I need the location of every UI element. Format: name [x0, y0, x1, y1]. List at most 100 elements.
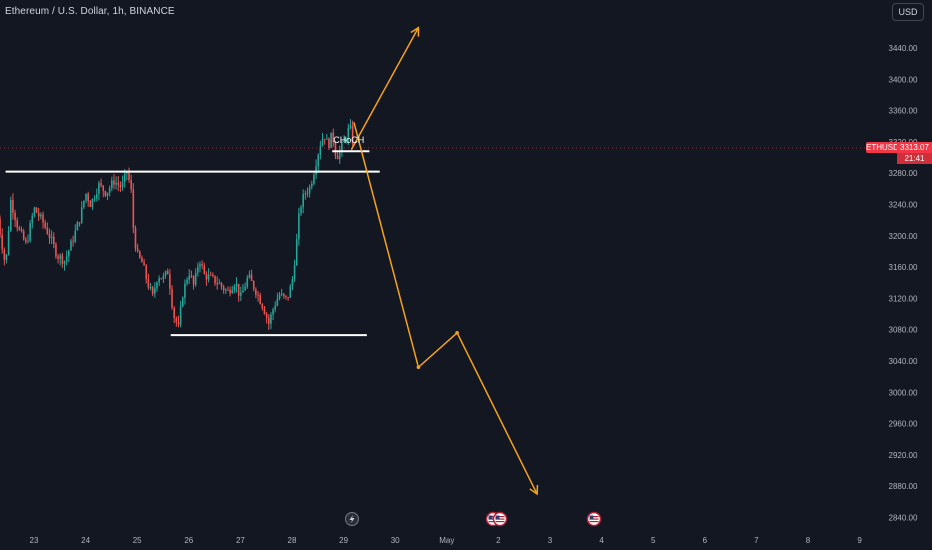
candle-body — [9, 200, 12, 231]
candle-body — [52, 236, 55, 245]
y-tick-label: 3080.00 — [889, 326, 918, 335]
candle-body — [128, 172, 130, 181]
candle-body — [179, 306, 182, 325]
candle-body — [70, 240, 72, 251]
candle-body — [141, 257, 143, 263]
candle-body — [276, 298, 279, 306]
candle-body — [237, 283, 240, 296]
candle-body — [136, 248, 139, 252]
candle-body — [134, 228, 137, 249]
candle-body — [280, 293, 283, 295]
y-tick-label: 3280.00 — [889, 169, 918, 178]
candle-body — [175, 317, 178, 323]
x-axis[interactable]: 23 24 25 26 27 28 29 30 May 2 3 4 5 6 7 8 9 — [30, 536, 863, 545]
y-axis[interactable]: 3440.003400.003360.003320.003280.003240.… — [889, 44, 918, 523]
candle-body — [123, 173, 126, 182]
x-tick-label: May — [439, 536, 454, 545]
arrow-head — [529, 485, 539, 496]
candle-body — [59, 255, 62, 259]
candle-body — [181, 297, 184, 307]
us-flag-icon[interactable] — [492, 511, 508, 527]
projections-layer[interactable] — [350, 26, 539, 496]
candle-body — [190, 275, 193, 277]
candle-body — [147, 278, 150, 288]
symbol-title[interactable]: Ethereum / U.S. Dollar, 1h, BINANCE — [5, 6, 175, 17]
y-tick-label: 2920.00 — [889, 451, 918, 460]
candle-body — [201, 264, 203, 266]
y-tick-label: 3400.00 — [889, 75, 918, 84]
y-tick-label: 2960.00 — [889, 420, 918, 429]
candle-body — [328, 138, 330, 148]
candle-body — [115, 182, 117, 185]
candle-body — [244, 286, 246, 291]
candle-body — [248, 274, 251, 278]
candle-body — [130, 180, 132, 190]
candle-body — [104, 191, 107, 196]
lightning-icon[interactable] — [345, 512, 359, 526]
x-tick-label: 9 — [857, 536, 862, 545]
candle-body — [304, 193, 307, 195]
currency-button[interactable]: USD — [892, 3, 924, 21]
candle-body — [76, 222, 79, 231]
candle-body — [138, 251, 141, 258]
candle-body — [263, 308, 266, 315]
candle-body — [347, 127, 350, 140]
y-tick-label: 3120.00 — [889, 294, 918, 303]
candle-body — [166, 271, 169, 275]
candle-body — [46, 227, 49, 234]
candle-body — [89, 201, 92, 207]
projection-vertex — [416, 365, 421, 370]
candle-body — [317, 154, 320, 167]
candle-body — [63, 261, 66, 264]
candle-body — [20, 229, 23, 232]
candle-body — [3, 249, 6, 260]
y-tick-label: 2880.00 — [889, 482, 918, 491]
candle-body — [291, 279, 294, 287]
candle-body — [313, 174, 315, 184]
us-flag-icon[interactable] — [586, 511, 602, 527]
candle-body — [16, 220, 19, 228]
candle-body — [0, 218, 1, 235]
candle-body — [259, 295, 261, 304]
candle-body — [306, 193, 309, 195]
candle-body — [126, 172, 128, 174]
candle-body — [336, 155, 339, 160]
bearish-projection-arrow[interactable] — [353, 122, 538, 495]
y-tick-label: 3160.00 — [889, 263, 918, 272]
candle-body — [25, 239, 27, 242]
candle-body — [171, 288, 173, 308]
candle-body — [224, 289, 227, 291]
candle-body — [121, 181, 124, 188]
candle-body — [145, 265, 148, 279]
x-tick-label: 28 — [288, 536, 297, 545]
candle-body — [72, 240, 74, 242]
candle-body — [194, 272, 197, 285]
candle-body — [156, 282, 158, 289]
candle-body — [231, 290, 234, 294]
candle-body — [302, 194, 304, 208]
x-tick-label: 8 — [806, 536, 811, 545]
candle-body — [55, 244, 57, 257]
candle-body — [265, 314, 268, 318]
candle-body — [349, 125, 352, 128]
candle-body — [274, 305, 277, 310]
candle-body — [87, 193, 89, 202]
candle-body — [283, 293, 285, 296]
candle-body — [227, 289, 229, 291]
bullish-projection-arrow[interactable] — [350, 27, 420, 151]
y-tick-label: 3440.00 — [889, 44, 918, 53]
candle-body — [351, 125, 354, 144]
candle-body — [246, 277, 249, 287]
candle-body — [214, 275, 216, 284]
candle-body — [102, 185, 105, 192]
candle-body — [98, 183, 100, 194]
candle-body — [14, 212, 16, 221]
candle-body — [154, 288, 156, 294]
candle-body — [252, 281, 255, 290]
x-tick-label: 4 — [599, 536, 604, 545]
levels-layer[interactable] — [5, 150, 380, 337]
x-tick-label: 2 — [496, 536, 501, 545]
candle-body — [220, 282, 223, 287]
candle-body — [132, 189, 135, 229]
